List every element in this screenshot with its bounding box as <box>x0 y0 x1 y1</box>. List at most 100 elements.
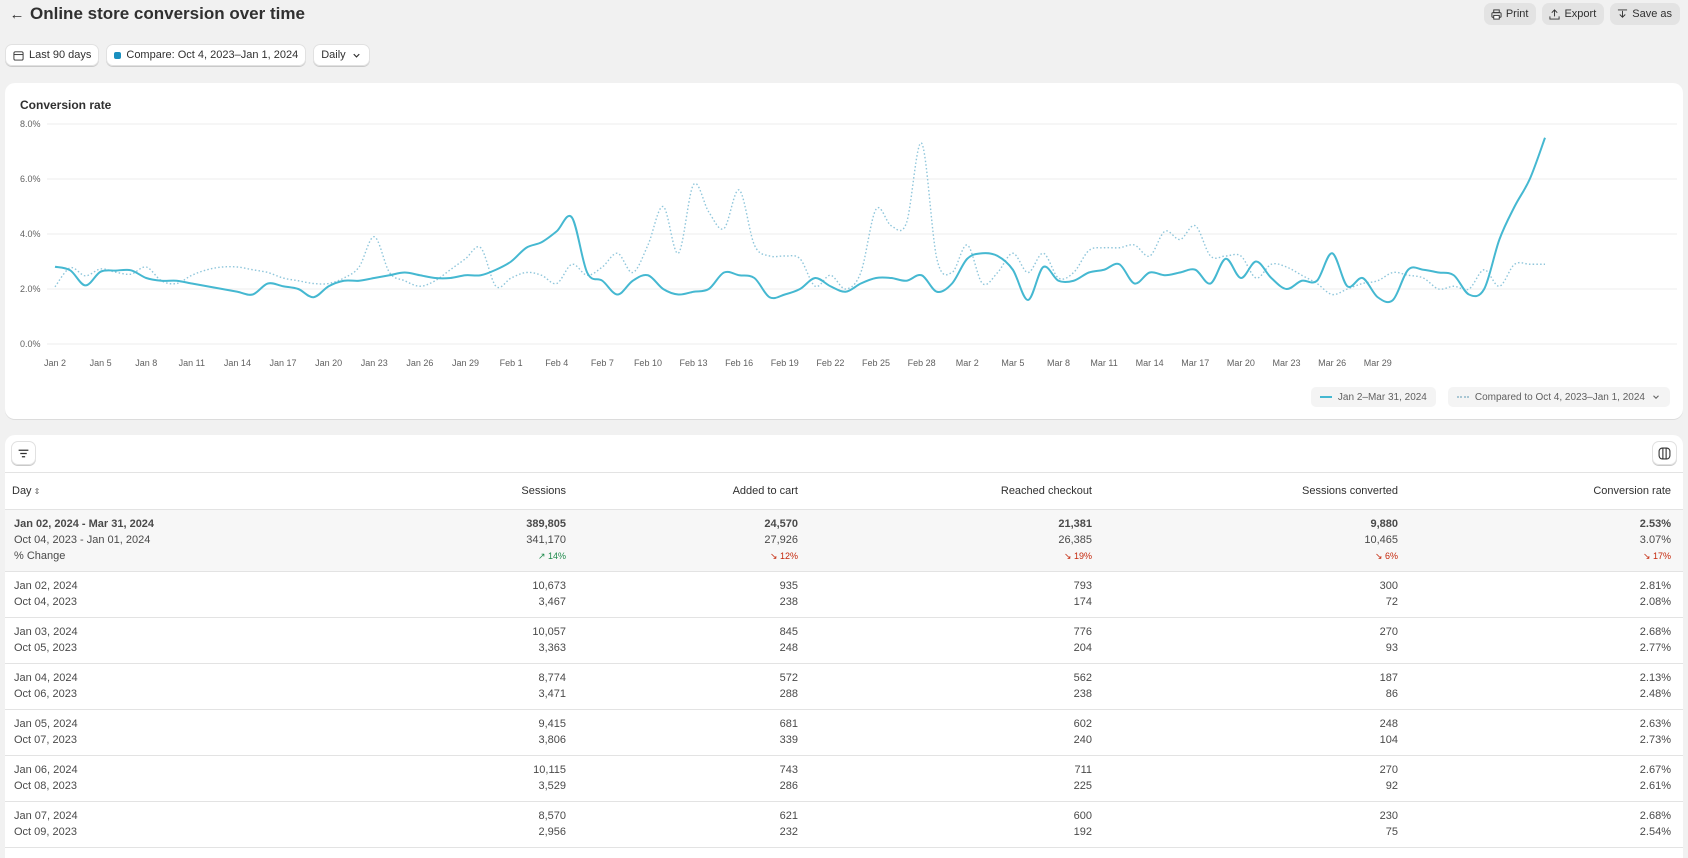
metric-cell: 711 225 <box>810 755 1104 802</box>
granularity-select[interactable]: Daily <box>313 44 370 66</box>
metric-cell: 8,570 2,956 <box>375 801 578 848</box>
summary-cell: 389,805 341,170 ↗ 14% <box>375 509 578 572</box>
metric-previous: 3,471 <box>538 688 566 700</box>
col-header-sessions-converted[interactable]: Sessions converted <box>1104 473 1410 510</box>
metric-cell: 187 86 <box>1104 663 1410 710</box>
metric-current: 8,570 <box>538 810 566 822</box>
summary-label-cell: Jan 02, 2024 - Mar 31, 2024 Oct 04, 2023… <box>5 509 375 572</box>
col-header-added-to-cart[interactable]: Added to cart <box>578 473 810 510</box>
metric-previous: 3,467 <box>538 596 566 608</box>
print-button[interactable]: Print <box>1483 3 1537 25</box>
x-tick-label: Jan 29 <box>452 358 479 368</box>
summary-previous: 341,170 <box>526 534 566 546</box>
save-as-button[interactable]: Save as <box>1610 3 1680 25</box>
metric-cell: 602 240 <box>810 709 1104 756</box>
metric-current: 621 <box>779 810 798 822</box>
y-tick-label: 0.0% <box>20 339 41 349</box>
metric-cell: 776 204 <box>810 617 1104 664</box>
metric-previous: 288 <box>779 688 798 700</box>
filter-icon <box>18 449 29 457</box>
summary-cell: 9,880 10,465 ↘ 6% <box>1104 509 1410 572</box>
metric-previous: 240 <box>1073 734 1092 746</box>
metric-previous: 92 <box>1385 780 1398 792</box>
col-header-conversion-rate[interactable]: Conversion rate <box>1410 473 1683 510</box>
x-tick-label: Mar 2 <box>956 358 979 368</box>
col-header-reached-checkout[interactable]: Reached checkout <box>810 473 1104 510</box>
table-row: Jan 07, 2024 Oct 09, 2023 8,570 2,956 621 232… <box>5 801 1683 848</box>
metric-current: 2.13% <box>1639 672 1671 684</box>
date-range-button[interactable]: Last 90 days <box>5 44 100 66</box>
col-header-day[interactable]: Day ⇕ <box>5 473 375 510</box>
dotted-line-icon <box>1456 396 1469 398</box>
col-header-day-label: Day <box>12 484 32 497</box>
day-cell: Jan 07, 2024 Oct 09, 2023 <box>5 801 375 848</box>
x-tick-label: Jan 5 <box>90 358 112 368</box>
metric-previous: 2.48% <box>1639 688 1671 700</box>
table-card: Day ⇕ Sessions Added to cart Reached chec… <box>5 435 1683 858</box>
metric-cell: 2.63% 2.73% <box>1410 709 1683 756</box>
metric-current: 572 <box>779 672 798 684</box>
summary-current-range: Jan 02, 2024 - Mar 31, 2024 <box>14 518 155 530</box>
back-arrow-icon[interactable]: ← <box>9 5 25 23</box>
metric-previous: 75 <box>1385 826 1398 838</box>
metric-previous: 225 <box>1073 780 1092 792</box>
sort-icon[interactable]: ⇕ <box>33 486 41 496</box>
x-tick-label: Jan 2 <box>44 358 66 368</box>
compare-swatch-icon <box>114 51 122 59</box>
x-tick-label: Mar 23 <box>1273 358 1301 368</box>
x-tick-label: Jan 11 <box>179 358 205 368</box>
x-tick-label: Jan 17 <box>270 358 297 368</box>
metric-cell: 10,673 3,467 <box>375 571 578 618</box>
summary-current: 9,880 <box>1370 518 1398 530</box>
export-button[interactable]: Export <box>1542 3 1605 25</box>
x-tick-label: Mar 17 <box>1181 358 1209 368</box>
conversion-rate-chart[interactable]: 0.0% 2.0% 4.0% 6.0% 8.0% Jan 2 Jan 5 Jan 8 Jan 1… <box>5 83 1683 419</box>
day-cell: Jan 03, 2024 Oct 05, 2023 <box>5 617 375 664</box>
filter-button[interactable] <box>11 441 36 465</box>
metric-current: 270 <box>1379 626 1398 638</box>
columns-button[interactable] <box>1652 441 1677 465</box>
metric-previous: 232 <box>779 826 798 838</box>
x-tick-label: Jan 14 <box>224 358 251 368</box>
table-row: Jan 05, 2024 Oct 07, 2023 9,415 3,806 681 339… <box>5 709 1683 756</box>
metric-current: 9,415 <box>538 718 566 730</box>
x-tick-label: Mar 26 <box>1318 358 1346 368</box>
x-tick-label: Mar 5 <box>1001 358 1024 368</box>
legend-current[interactable]: Jan 2–Mar 31, 2024 <box>1310 387 1436 407</box>
metric-current: 776 <box>1073 626 1092 638</box>
x-tick-label: Feb 25 <box>862 358 890 368</box>
metric-cell: 935 238 <box>578 571 810 618</box>
day-current: Jan 03, 2024 <box>14 626 78 638</box>
metric-previous: 286 <box>779 780 798 792</box>
top-bar: ← Online store conversion over time Prin… <box>0 0 1688 30</box>
metric-cell: 9,415 3,806 <box>375 709 578 756</box>
metric-current: 2.81% <box>1639 580 1671 592</box>
day-current: Jan 07, 2024 <box>14 810 78 822</box>
top-actions: Print Export Save as <box>1483 3 1680 25</box>
chart-card: Conversion rate 0.0% 2.0% 4.0% 6.0% 8.0% Jan … <box>5 83 1683 419</box>
x-tick-label: Feb 7 <box>591 358 614 368</box>
compare-button[interactable]: Compare: Oct 4, 2023–Jan 1, 2024 <box>106 44 307 66</box>
y-tick-label: 8.0% <box>20 119 41 129</box>
legend-compare[interactable]: Compared to Oct 4, 2023–Jan 1, 2024 <box>1447 387 1670 407</box>
save-as-label: Save as <box>1632 8 1672 20</box>
y-tick-label: 2.0% <box>20 284 41 294</box>
day-previous: Oct 04, 2023 <box>14 596 77 608</box>
series-line-current <box>54 137 1546 304</box>
calendar-icon <box>13 50 24 61</box>
metric-cell: 270 93 <box>1104 617 1410 664</box>
summary-current: 2.53% <box>1639 518 1671 530</box>
metric-cell: 2.68% 2.77% <box>1410 617 1683 664</box>
change-up-badge: ↗ 14% <box>537 551 566 561</box>
metric-previous: 2.77% <box>1639 642 1671 654</box>
change-down-badge: ↘ 19% <box>1063 551 1092 561</box>
legend-current-label: Jan 2–Mar 31, 2024 <box>1337 391 1427 403</box>
x-tick-label: Feb 28 <box>908 358 936 368</box>
metric-cell: 572 288 <box>578 663 810 710</box>
metric-previous: 104 <box>1379 734 1398 746</box>
col-header-sessions[interactable]: Sessions <box>375 473 578 510</box>
metric-current: 845 <box>779 626 798 638</box>
metric-current: 10,115 <box>533 764 566 776</box>
metric-current: 10,673 <box>532 580 566 592</box>
metric-cell: 8,774 3,471 <box>375 663 578 710</box>
